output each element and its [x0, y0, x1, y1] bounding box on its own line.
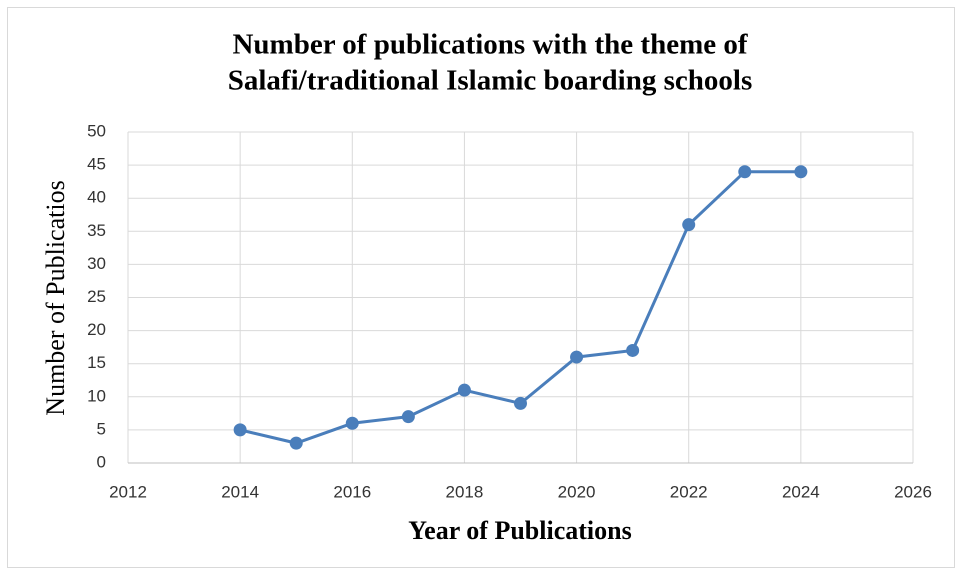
y-tick-label: 20	[87, 320, 106, 339]
data-point	[626, 343, 640, 357]
chart-title: Number of publications with the theme of	[232, 29, 747, 61]
y-tick-label: 0	[97, 452, 106, 471]
x-tick-label: 2016	[333, 482, 371, 501]
y-tick-label: 25	[87, 287, 106, 306]
data-point	[345, 416, 359, 430]
y-tick-label: 40	[87, 188, 106, 207]
x-tick-label: 2026	[894, 482, 932, 501]
chart-border	[7, 7, 955, 568]
x-tick-label: 2020	[558, 482, 596, 501]
data-point	[457, 383, 471, 397]
x-tick-label: 2014	[221, 482, 259, 501]
y-tick-label: 50	[87, 121, 106, 140]
y-tick-label: 10	[87, 386, 106, 405]
x-tick-label: 2024	[782, 482, 820, 501]
y-tick-label: 35	[87, 221, 106, 240]
y-tick-label: 45	[87, 155, 106, 174]
data-point	[514, 396, 527, 410]
y-axis-label: Number of Publicatios	[41, 180, 70, 415]
y-tick-label: 30	[87, 254, 106, 273]
x-tick-label: 2018	[446, 482, 484, 501]
data-point	[794, 165, 808, 179]
y-tick-label: 5	[97, 419, 106, 438]
data-point	[289, 436, 303, 450]
x-tick-label: 2022	[670, 482, 708, 501]
data-point	[233, 423, 247, 437]
data-point	[570, 350, 584, 364]
chart-title: Salafi/traditional Islamic boarding scho…	[228, 65, 752, 97]
x-axis-label: Year of Publications	[408, 516, 631, 545]
y-tick-label: 15	[87, 353, 106, 372]
x-tick-label: 2012	[109, 482, 147, 501]
data-point	[682, 218, 696, 232]
data-point	[738, 165, 752, 179]
data-point	[401, 410, 415, 424]
